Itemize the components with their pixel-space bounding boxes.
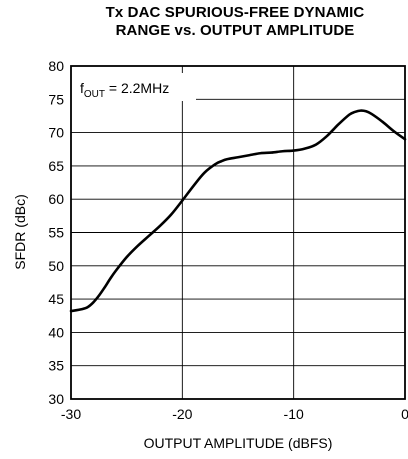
- annotation-suffix: = 2.2MHz: [105, 80, 169, 96]
- y-tick-label: 75: [48, 91, 64, 107]
- x-tick-labels: -30 -20 -10 0: [61, 406, 408, 422]
- x-tick-label: -20: [172, 406, 192, 422]
- y-tick-label: 70: [48, 125, 64, 141]
- grid-lines: [71, 66, 405, 399]
- plot-frame: [70, 65, 406, 400]
- y-tick-label: 80: [48, 58, 64, 74]
- y-tick-label: 55: [48, 225, 64, 241]
- x-tick-label: 0: [401, 406, 408, 422]
- y-tick-labels: 30 35 40 45 50 55 60 65 70 75 80: [48, 58, 64, 407]
- sfdr-series-line: [69, 109, 407, 313]
- annotation-prefix: f: [80, 80, 84, 96]
- chart-title-line-2: RANGE vs. OUTPUT AMPLITUDE: [115, 22, 355, 39]
- x-tick-label: -30: [61, 406, 81, 422]
- y-tick-label: 30: [48, 391, 64, 407]
- x-axis-label: OUTPUT AMPLITUDE (dBFS): [144, 435, 333, 451]
- x-tick-label: -10: [284, 406, 304, 422]
- y-tick-label: 65: [48, 158, 64, 174]
- y-tick-label: 60: [48, 191, 64, 207]
- annotation-box: [71, 73, 196, 101]
- chart-title-line-1: Tx DAC SPURIOUS-FREE DYNAMIC: [105, 4, 365, 21]
- y-tick-label: 50: [48, 258, 64, 274]
- annotation-subscript: OUT: [84, 89, 105, 100]
- y-tick-label: 40: [48, 324, 64, 340]
- y-tick-label: 45: [48, 291, 64, 307]
- frequency-annotation: fOUT = 2.2MHz: [80, 80, 169, 100]
- y-tick-label: 35: [48, 358, 64, 374]
- y-axis-label: SFDR (dBc): [12, 194, 28, 269]
